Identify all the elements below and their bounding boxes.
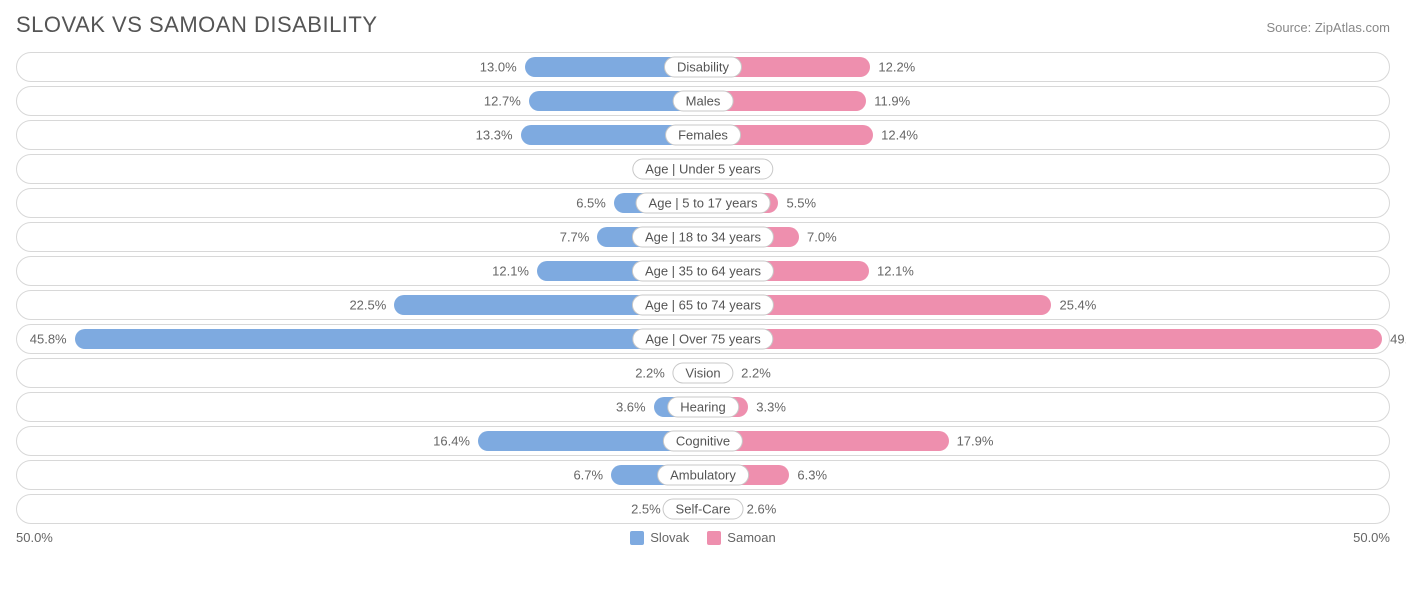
value-label-left: 6.7% [573, 468, 603, 483]
category-label: Females [665, 125, 741, 146]
chart-row: 12.1% 12.1% Age | 35 to 64 years [16, 256, 1390, 286]
legend-item-left: Slovak [630, 530, 689, 545]
value-label-left: 7.7% [560, 230, 590, 245]
value-label-right: 17.9% [957, 434, 994, 449]
chart-row: 7.7% 7.0% Age | 18 to 34 years [16, 222, 1390, 252]
value-label-right: 11.9% [874, 94, 910, 109]
value-label-left: 16.4% [433, 434, 470, 449]
value-label-right: 12.2% [878, 60, 915, 75]
chart-row: 6.7% 6.3% Ambulatory [16, 460, 1390, 490]
value-label-right: 5.5% [786, 196, 816, 211]
bar-right [703, 329, 1382, 349]
category-label: Age | Under 5 years [632, 159, 773, 180]
value-label-right: 25.4% [1059, 298, 1096, 313]
category-label: Cognitive [663, 431, 743, 452]
chart-row: 1.7%1.2%Age | Under 5 years [16, 154, 1390, 184]
category-label: Age | Over 75 years [632, 329, 773, 350]
value-label-left: 12.7% [484, 94, 521, 109]
value-label-right: 3.3% [756, 400, 786, 415]
bar-left [75, 329, 703, 349]
value-label-right: 12.1% [877, 264, 914, 279]
value-label-left: 3.6% [616, 400, 646, 415]
chart-row: 45.8%49.5%Age | Over 75 years [16, 324, 1390, 354]
chart-row: 2.5% 2.6%Self-Care [16, 494, 1390, 524]
chart-row: 13.3% 12.4% Females [16, 120, 1390, 150]
legend-label-left: Slovak [650, 530, 689, 545]
legend-swatch-left [630, 531, 644, 545]
chart-row: 16.4% 17.9% Cognitive [16, 426, 1390, 456]
category-label: Hearing [667, 397, 739, 418]
category-label: Age | 5 to 17 years [636, 193, 771, 214]
category-label: Ambulatory [657, 465, 749, 486]
value-label-left: 22.5% [349, 298, 386, 313]
chart-header: SLOVAK VS SAMOAN DISABILITY Source: ZipA… [16, 12, 1390, 38]
category-label: Vision [672, 363, 733, 384]
value-label-right: 6.3% [797, 468, 827, 483]
category-label: Disability [664, 57, 742, 78]
category-label: Age | 35 to 64 years [632, 261, 774, 282]
chart-source: Source: ZipAtlas.com [1266, 20, 1390, 35]
value-label-left: 13.3% [476, 128, 513, 143]
value-label-right: 7.0% [807, 230, 837, 245]
chart-row: 12.7% 11.9% Males [16, 86, 1390, 116]
value-label-right: 12.4% [881, 128, 918, 143]
value-label-left: 2.5% [631, 502, 661, 517]
legend-label-right: Samoan [727, 530, 775, 545]
value-label-left: 12.1% [492, 264, 529, 279]
chart-footer: 50.0% Slovak Samoan 50.0% [16, 530, 1390, 545]
category-label: Males [673, 91, 734, 112]
chart-row: 13.0% 12.2% Disability [16, 52, 1390, 82]
chart-row: 2.2% 2.2% Vision [16, 358, 1390, 388]
value-label-right: 2.6% [747, 502, 777, 517]
chart-row: 6.5% 5.5% Age | 5 to 17 years [16, 188, 1390, 218]
value-label-left: 45.8% [30, 332, 67, 347]
value-label-right: 49.5% [1390, 332, 1406, 347]
chart-title: SLOVAK VS SAMOAN DISABILITY [16, 12, 378, 38]
legend: Slovak Samoan [630, 530, 775, 545]
axis-left-max: 50.0% [16, 530, 53, 545]
axis-right-max: 50.0% [1353, 530, 1390, 545]
chart-row: 22.5% 25.4% Age | 65 to 74 years [16, 290, 1390, 320]
legend-item-right: Samoan [707, 530, 775, 545]
value-label-left: 6.5% [576, 196, 606, 211]
category-label: Age | 18 to 34 years [632, 227, 774, 248]
value-label-right: 2.2% [741, 366, 771, 381]
legend-swatch-right [707, 531, 721, 545]
chart-row: 3.6% 3.3% Hearing [16, 392, 1390, 422]
category-label: Age | 65 to 74 years [632, 295, 774, 316]
category-label: Self-Care [663, 499, 744, 520]
diverging-bar-chart: 13.0% 12.2% Disability 12.7% 11.9% Males 13.3%… [16, 52, 1390, 524]
value-label-left: 2.2% [635, 366, 665, 381]
value-label-left: 13.0% [480, 60, 517, 75]
